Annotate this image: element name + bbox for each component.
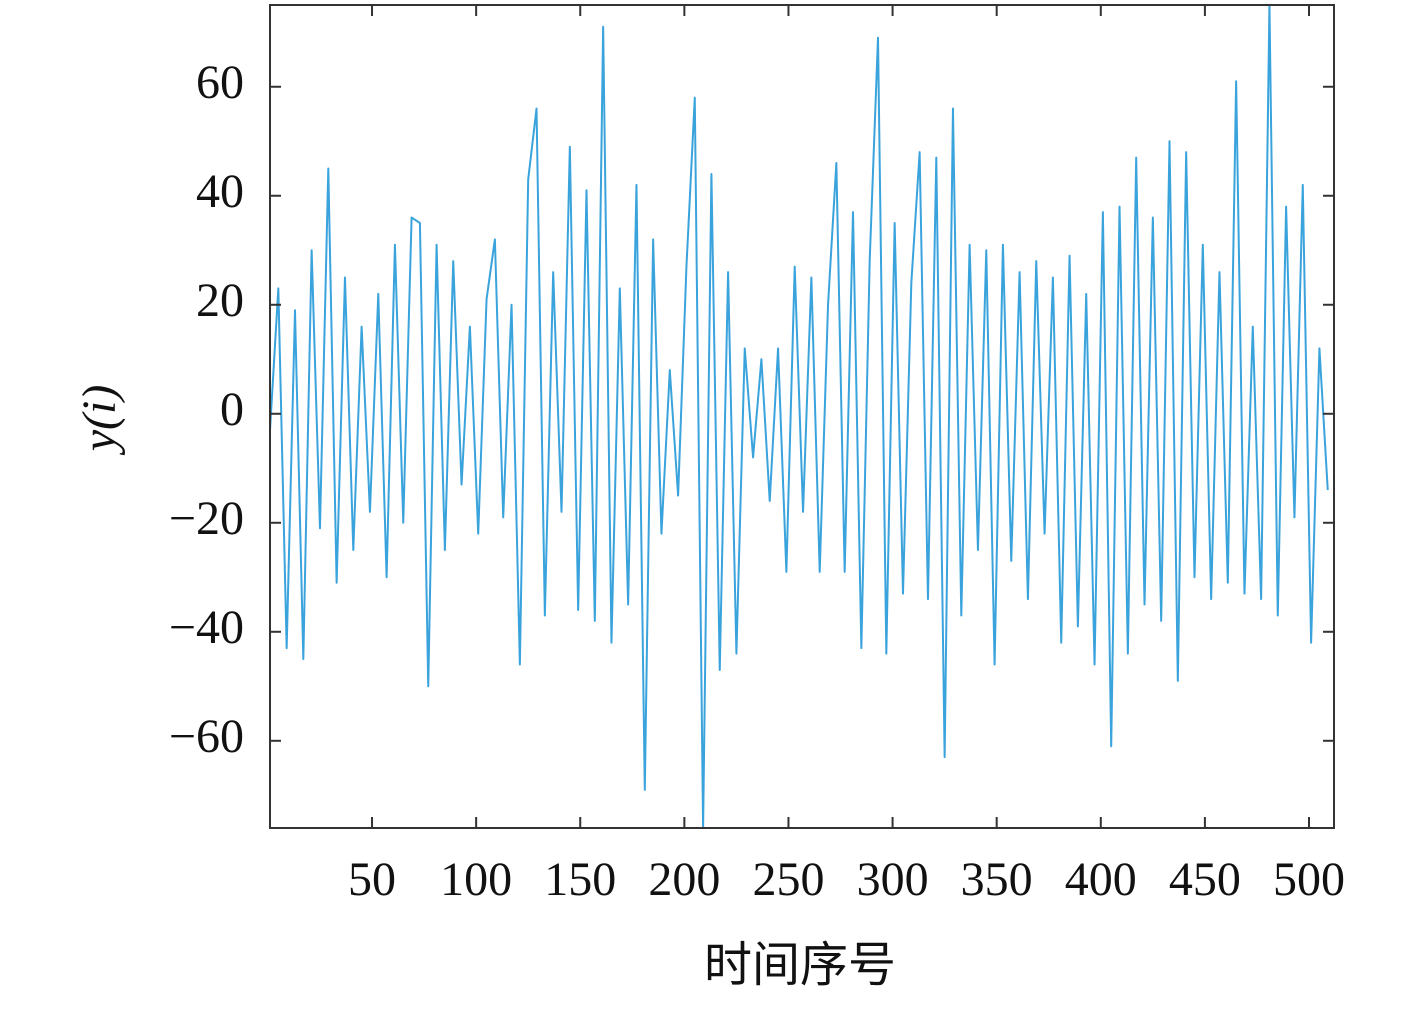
x-tick-label: 350 — [961, 853, 1033, 906]
y-tick-label: 60 — [196, 56, 244, 109]
y-tick-label: −20 — [169, 492, 244, 545]
x-tick-label: 400 — [1065, 853, 1137, 906]
y-tick-label: −60 — [169, 710, 244, 763]
y-tick-label: −40 — [169, 601, 244, 654]
x-tick-label: 50 — [348, 853, 396, 906]
y-tick-label: 20 — [196, 274, 244, 327]
data-line — [269, 4, 1329, 829]
x-tick-label: 300 — [857, 853, 929, 906]
x-tick-label: 100 — [440, 853, 512, 906]
plot-frame — [269, 4, 1335, 829]
x-tick-label: 150 — [544, 853, 616, 906]
x-tick-label: 450 — [1169, 853, 1241, 906]
x-tick-label: 500 — [1273, 853, 1345, 906]
y-tick-label: 0 — [220, 383, 244, 436]
x-tick-label: 200 — [648, 853, 720, 906]
y-tick-label: 40 — [196, 165, 244, 218]
x-tick-label: 250 — [752, 853, 824, 906]
x-axis-label: 时间序号 — [704, 939, 896, 992]
y-axis-label: y(i) — [73, 385, 126, 457]
